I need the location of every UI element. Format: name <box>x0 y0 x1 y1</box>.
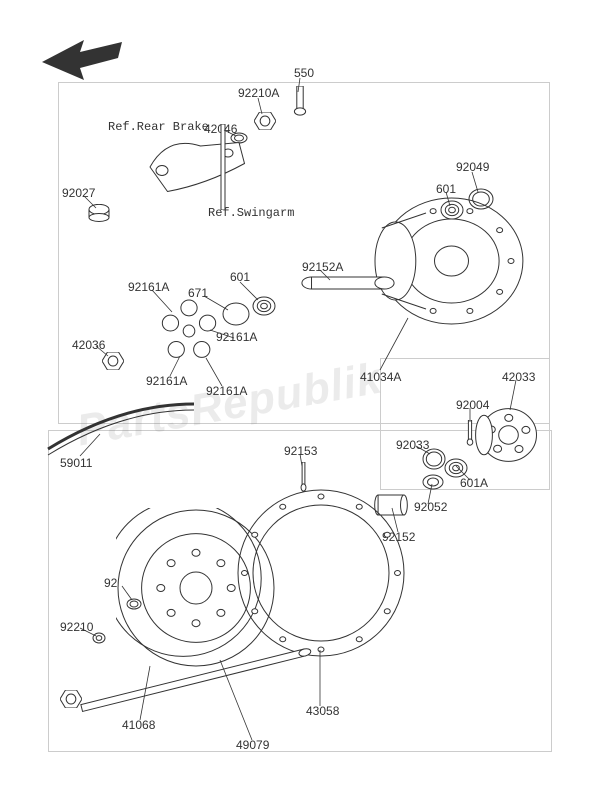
leader-671 <box>202 294 230 312</box>
leader-92152A <box>318 268 332 282</box>
leader-601A <box>454 464 472 482</box>
leader-92027 <box>82 194 98 210</box>
leader-550 <box>296 76 302 94</box>
leader-92210 <box>78 626 98 638</box>
bracket-rear <box>140 132 250 202</box>
part-label-42033: 42033 <box>502 370 535 384</box>
leader-59011 <box>78 432 102 458</box>
leader-41034A <box>378 316 410 372</box>
leader-601b <box>238 280 260 302</box>
leader-49079 <box>218 658 254 742</box>
leader-92161Ad <box>204 356 224 388</box>
leader-92052 <box>426 482 434 506</box>
coupling-42033 <box>470 402 540 468</box>
leader-42036 <box>94 344 110 358</box>
axle-92152a <box>300 276 396 290</box>
ring-43058 <box>236 488 406 658</box>
leader-92049 <box>470 170 480 194</box>
diagram-stage: PartsRepublik Ref.Rear Brake Ref.Swingar… <box>0 0 589 799</box>
leader-43058 <box>318 648 322 708</box>
leader-42046 <box>222 128 238 138</box>
part-label-59011: 59011 <box>60 456 92 470</box>
leader-42033 <box>508 378 518 412</box>
leader-41068 <box>138 664 152 722</box>
axle-41068 <box>72 648 322 722</box>
leader-92161Ab <box>208 328 236 340</box>
leader-92210A <box>256 96 264 116</box>
leader-601a <box>444 190 452 208</box>
leader-92033 <box>414 444 432 456</box>
orientation-arrow-icon <box>36 34 126 84</box>
leader-92152 <box>390 506 400 534</box>
axle-head <box>60 690 82 708</box>
leader-92161Ac <box>168 354 182 378</box>
leader-92022 <box>120 584 134 602</box>
leader-92161Aa <box>150 288 174 314</box>
part-label-41034A: 41034A <box>360 370 401 384</box>
belt-59011 <box>46 398 196 458</box>
leader-92153 <box>298 452 304 468</box>
leader-92004 <box>468 406 472 424</box>
